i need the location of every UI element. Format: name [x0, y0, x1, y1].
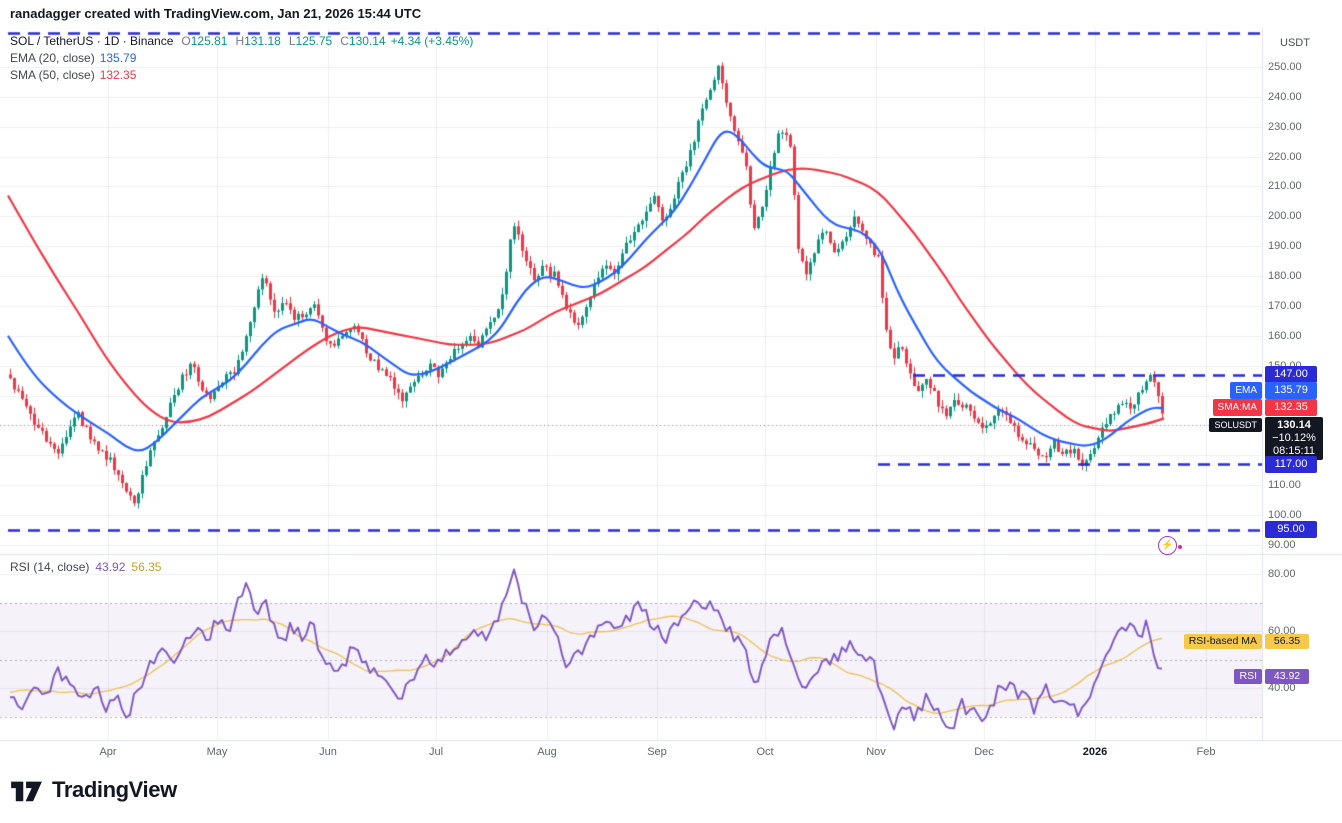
price-tick-label: 110.00	[1268, 479, 1301, 492]
price-tick-label: 100.00	[1268, 508, 1302, 521]
symbol-scale-tag: SOLUSDT	[1209, 417, 1262, 432]
price-tick-label: 230.00	[1268, 120, 1302, 133]
rsi-scale-value: 43.92	[1265, 669, 1309, 685]
sma-indicator-name: SMA (50, close)	[10, 67, 95, 82]
rsi-legend-row[interactable]: RSI (14, close) 43.92 56.35	[10, 560, 161, 574]
time-label-nov: Nov	[866, 746, 886, 758]
sma-scale-value: 132.35	[1265, 399, 1317, 417]
low-value: 125.75	[295, 33, 333, 48]
price-tick-label: 180.00	[1268, 270, 1302, 283]
price-level-badge-147.00: 147.00	[1265, 366, 1317, 384]
ema-scale-tag: EMA	[1230, 381, 1262, 399]
tv-logo-text: TradingView	[52, 777, 177, 802]
price-tick-label: 200.00	[1268, 210, 1302, 223]
flash-icon[interactable]: ⚡	[1158, 536, 1182, 555]
time-label-jul: Jul	[428, 746, 444, 758]
rsi-ma-scale-value: 56.35	[1265, 634, 1309, 650]
symbol-price-badge: 130.14 −10.12% 08:15:11	[1265, 416, 1323, 460]
open-label: O	[181, 33, 191, 48]
time-label-may: May	[206, 746, 228, 758]
high-value: 131.18	[244, 33, 281, 48]
symbol-title: SOL / TetherUS · 1D · Binance	[10, 33, 174, 48]
last-price: 130.14	[1277, 418, 1311, 431]
open-value: 125.81	[190, 33, 228, 48]
ema-indicator-name: EMA (20, close)	[10, 50, 95, 65]
change-value: +4.34 (+3.45%)	[390, 33, 474, 48]
symbol-legend-row[interactable]: SOL / TetherUS · 1D · Binance O125.81 H1…	[10, 32, 473, 49]
attribution-text: ranadagger created with TradingView.com,…	[10, 6, 422, 21]
symbol-legend: SOL / TetherUS · 1D · Binance O125.81 H1…	[10, 32, 473, 83]
rsi-indicator-name: RSI (14, close)	[10, 560, 90, 574]
time-label-2026: 2026	[1082, 746, 1108, 758]
time-label-jun: Jun	[319, 746, 337, 758]
price-tick-label: 210.00	[1268, 180, 1302, 193]
sma-scale-tag: SMA:MA	[1212, 399, 1262, 417]
ema-scale-value: 135.79	[1265, 381, 1317, 399]
price-tick-label: 190.00	[1268, 240, 1302, 253]
close-label: C	[340, 33, 349, 48]
bar-countdown: 08:15:11	[1272, 444, 1315, 457]
sma-indicator-value: 132.35	[99, 67, 137, 82]
time-label-aug: Aug	[537, 746, 557, 758]
rsi-value: 43.92	[95, 560, 126, 574]
price-level-badge-95.00: 95.00	[1265, 521, 1317, 539]
price-tick-label: 170.00	[1268, 299, 1302, 312]
rsi-ma-scale-tag: RSI-based MA	[1183, 634, 1262, 650]
tv-logo-mark-icon	[10, 776, 44, 804]
ema-indicator-value: 135.79	[99, 50, 137, 65]
price-tick-label: 90.00	[1268, 538, 1296, 551]
low-label: L	[288, 33, 296, 48]
price-change-percent: −10.12%	[1272, 431, 1316, 444]
close-value: 130.14	[348, 33, 386, 48]
price-tick-label: 220.00	[1268, 150, 1302, 163]
indicator-row-ema[interactable]: EMA (20, close) 135.79	[10, 49, 473, 66]
price-tick-label: 160.00	[1268, 329, 1302, 342]
time-label-oct: Oct	[756, 746, 774, 758]
rsi-tick-label: 80.00	[1268, 568, 1296, 581]
time-label-sep: Sep	[647, 746, 667, 758]
indicator-row-sma[interactable]: SMA (50, close) 132.35	[10, 66, 473, 83]
rsi-ma-value: 56.35	[131, 560, 162, 574]
time-label-dec: Dec	[974, 746, 994, 758]
rsi-scale-tag: RSI	[1234, 669, 1262, 685]
price-tick-label: 250.00	[1268, 61, 1302, 74]
time-label-feb: Feb	[1196, 746, 1216, 758]
time-label-apr: Apr	[99, 746, 117, 758]
price-tick-label: 240.00	[1268, 90, 1302, 103]
price-level-badge-117.00: 117.00	[1265, 455, 1317, 473]
high-label: H	[235, 33, 245, 48]
price-axis-currency-label: USDT	[1280, 37, 1310, 49]
tv-logo[interactable]: TradingView	[10, 776, 177, 804]
rsi-tick-label: 40.00	[1268, 682, 1296, 695]
